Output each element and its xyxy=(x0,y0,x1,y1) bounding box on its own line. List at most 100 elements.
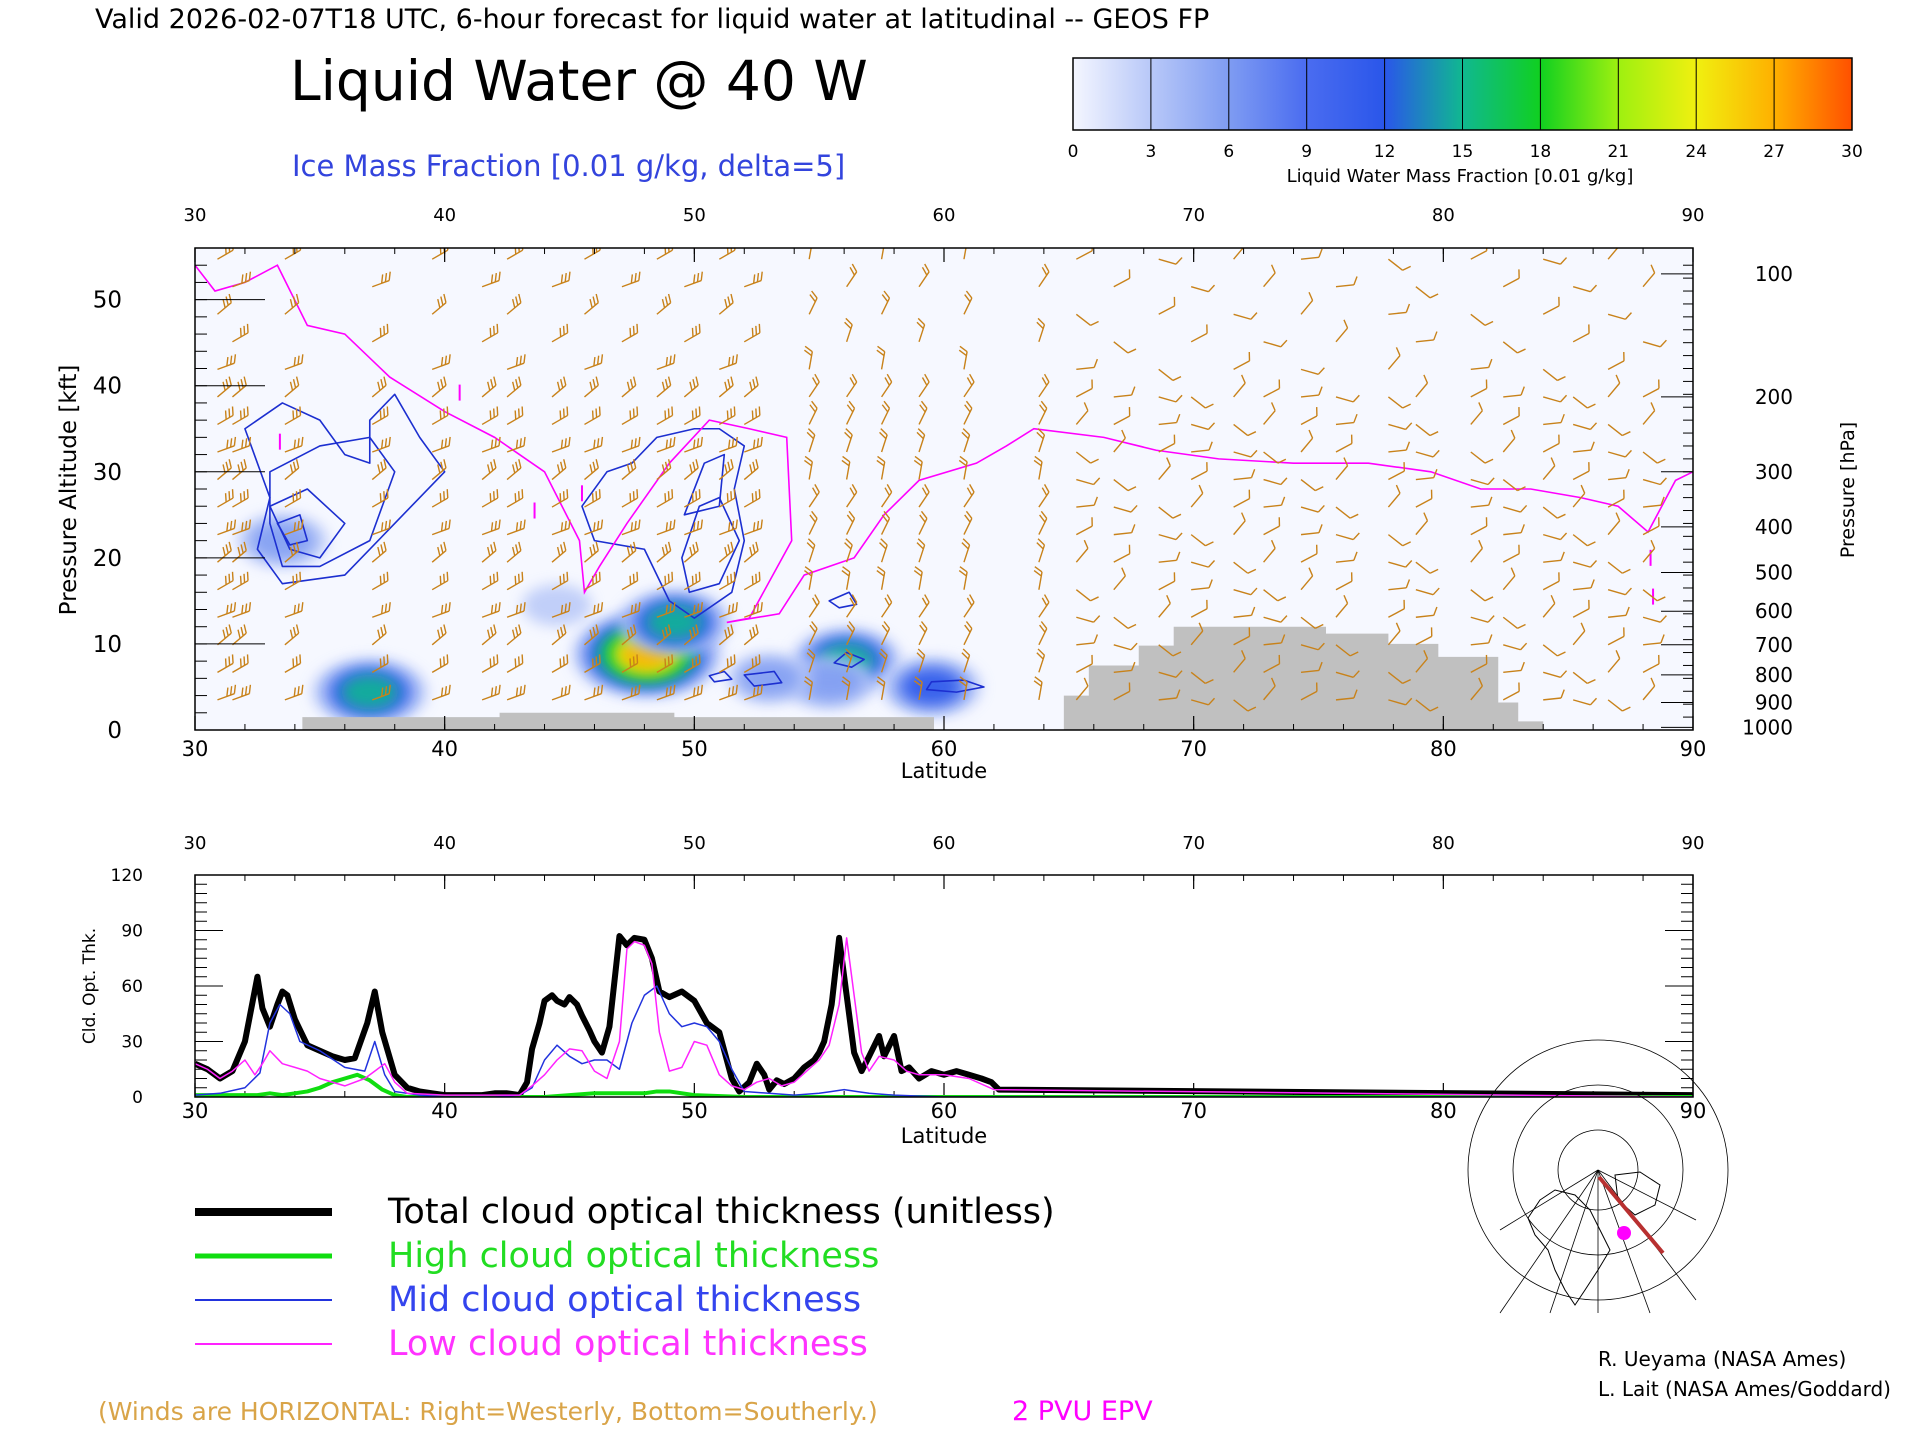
wind-barb-flag xyxy=(292,296,297,306)
wind-barb xyxy=(806,538,816,563)
wind-barb-flag xyxy=(693,687,696,697)
wind-barb-staff xyxy=(683,662,701,673)
wind-barb xyxy=(1335,413,1358,426)
wind-barb xyxy=(1470,358,1493,371)
wind-barb-flag xyxy=(556,629,561,639)
wind-barb-flag xyxy=(1432,449,1440,458)
wind-barb-flag xyxy=(1560,551,1565,561)
wind-barb-staff xyxy=(1158,396,1177,403)
wind-barb xyxy=(718,654,736,673)
wind-barb-flag xyxy=(1402,678,1411,685)
wind-barb xyxy=(958,455,968,480)
wind-barb-flag xyxy=(1487,477,1495,485)
wind-barb xyxy=(844,648,853,673)
wind-barb-flag xyxy=(289,546,294,556)
wind-barb-flag xyxy=(667,541,672,551)
wind-barb-flag xyxy=(752,544,756,554)
wind-barb-flag xyxy=(626,464,631,474)
wind-barb-flag xyxy=(521,489,524,499)
wind-barb xyxy=(481,654,499,673)
wind-barb-staff xyxy=(1076,616,1094,623)
wind-barb xyxy=(1388,599,1405,618)
wind-barb-flag xyxy=(559,379,564,389)
wind-barb-staff xyxy=(284,632,300,646)
wind-barb-flag xyxy=(1130,504,1138,513)
wind-barb-staff xyxy=(808,491,820,508)
wind-barb xyxy=(879,648,888,673)
wind-barb xyxy=(621,459,637,481)
map-section-track xyxy=(1597,1175,1665,1255)
wind-barb xyxy=(1543,551,1565,563)
wind-barb xyxy=(506,654,524,673)
wind-barb-flag xyxy=(1559,532,1568,541)
wind-barb-flag xyxy=(696,520,700,530)
wind-barb-flag xyxy=(562,325,565,335)
wind-barb-flag xyxy=(437,546,441,556)
bottom-x-tick-label: 30 xyxy=(182,1099,209,1123)
colorbar-tick-label: 0 xyxy=(1068,142,1079,162)
wind-barb-flag xyxy=(229,438,233,448)
wind-barb xyxy=(1335,670,1360,678)
wind-barb-flag xyxy=(1658,379,1660,389)
wind-barb-flag xyxy=(511,629,516,639)
wind-barb-flag xyxy=(756,603,760,613)
wind-barb-flag xyxy=(632,491,635,501)
wind-barb-flag xyxy=(667,408,670,418)
wind-barb-flag xyxy=(664,379,669,389)
wind-barb-staff xyxy=(1158,644,1174,657)
wind-barb-staff xyxy=(506,414,524,426)
wind-barb-flag xyxy=(446,406,449,416)
wind-barb xyxy=(1415,423,1439,437)
wind-barb xyxy=(1415,331,1438,343)
wind-barb-staff xyxy=(1415,635,1433,646)
wind-barb xyxy=(916,538,926,563)
wind-barb xyxy=(808,621,818,646)
wind-barb-staff xyxy=(918,601,930,618)
wind-barb-flag xyxy=(1043,594,1050,603)
wind-barb-flag xyxy=(244,686,248,696)
wind-barb-flag xyxy=(1043,484,1050,493)
wind-barb-flag xyxy=(1550,594,1556,604)
wind-barb xyxy=(879,428,888,453)
wind-barb-flag xyxy=(1589,422,1598,430)
wind-barb-flag xyxy=(760,519,763,529)
wind-barb-flag xyxy=(222,298,226,309)
wind-barb-flag xyxy=(228,459,232,469)
wind-barb-flag xyxy=(523,519,526,529)
wind-barb-staff xyxy=(1158,442,1175,453)
wind-barb-staff xyxy=(372,693,390,701)
wind-barb-staff xyxy=(656,302,672,315)
wind-barb-flag xyxy=(1484,596,1494,602)
wind-barb-flag xyxy=(1560,413,1565,423)
wind-barb-flag xyxy=(222,629,226,639)
wind-barb-flag xyxy=(1175,394,1183,403)
wind-barb xyxy=(1543,394,1568,403)
wind-barb-staff xyxy=(963,461,968,480)
wind-barb-staff xyxy=(1038,601,1050,618)
wind-barb-flag xyxy=(598,571,601,581)
wind-barb xyxy=(1335,434,1353,453)
wind-barb-flag xyxy=(1318,248,1323,258)
wind-barb xyxy=(621,406,639,426)
wind-barb-staff xyxy=(684,610,702,618)
wind-barb xyxy=(918,594,930,618)
wind-barb-flag xyxy=(751,410,754,420)
wind-barb-staff xyxy=(1387,396,1404,409)
wind-barb xyxy=(1300,504,1325,513)
wind-barb-staff xyxy=(431,302,447,315)
wind-barb-flag xyxy=(493,541,497,551)
wind-barb xyxy=(881,594,893,618)
wind-barb-flag xyxy=(1423,374,1429,384)
wind-barb-flag xyxy=(883,400,891,409)
wind-barb-flag xyxy=(807,428,816,436)
wind-barb xyxy=(551,323,569,343)
wind-barb-staff xyxy=(1300,506,1319,513)
wind-barb-staff xyxy=(1038,654,1046,673)
wind-barb-staff xyxy=(718,414,736,426)
wind-barb-staff xyxy=(1300,256,1319,260)
wind-barb-staff xyxy=(845,682,851,700)
wind-barb xyxy=(916,428,926,453)
wind-barb-flag xyxy=(289,464,294,474)
wind-barb-flag xyxy=(295,573,298,583)
wind-barb-flag xyxy=(518,376,522,386)
